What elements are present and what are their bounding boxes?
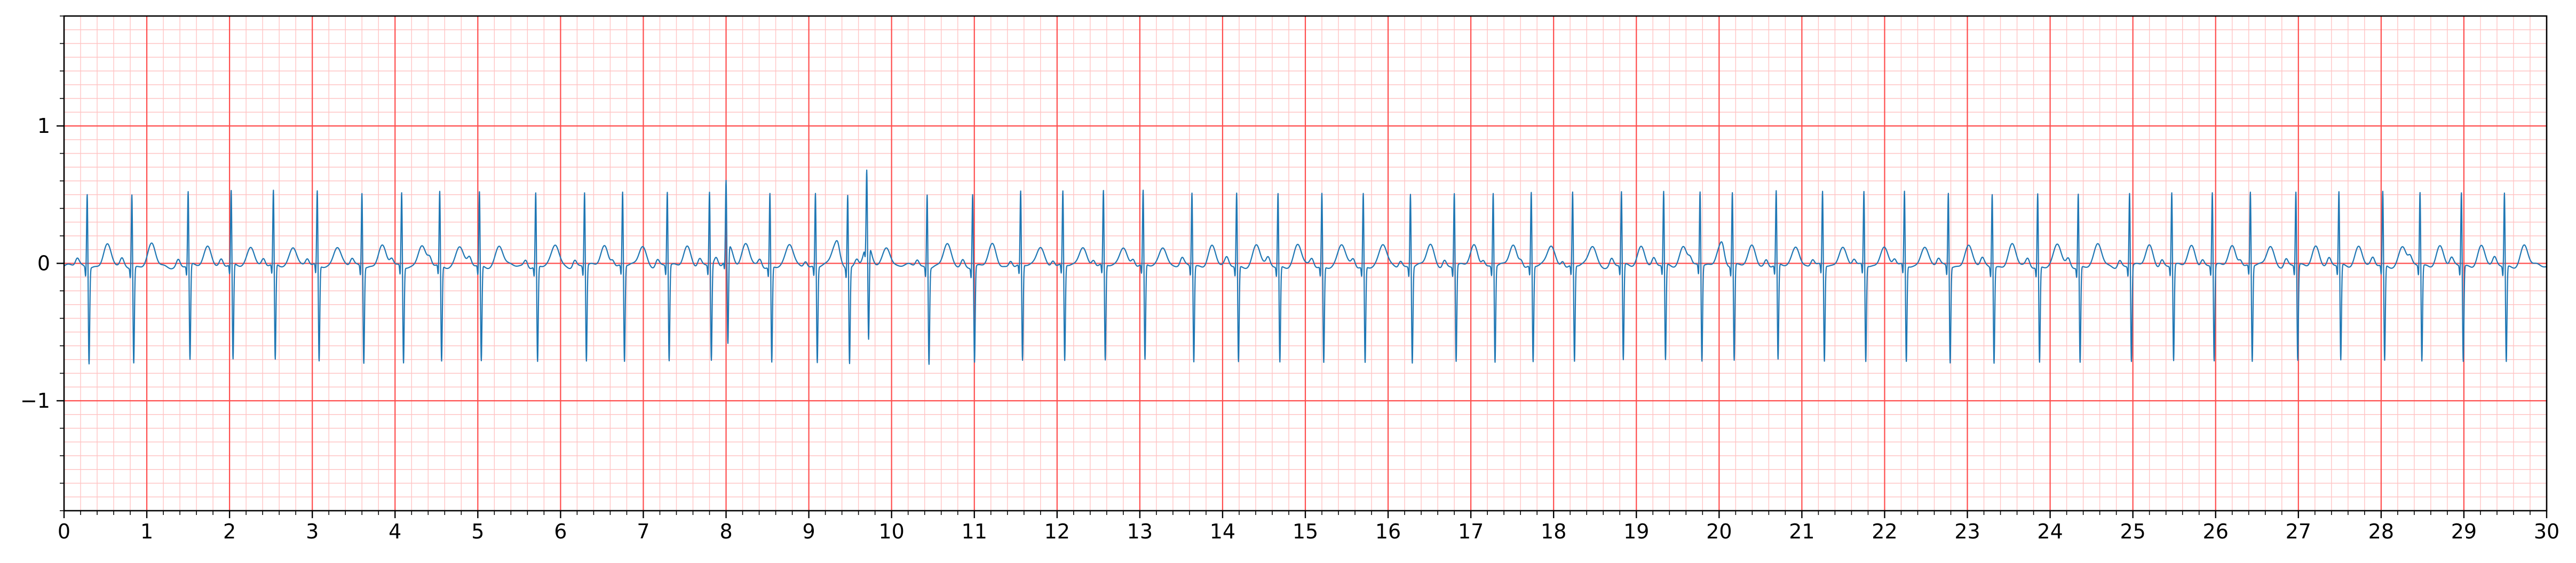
ecg-trace-layer: [64, 169, 2547, 365]
x-tick-label: 30: [2534, 520, 2559, 543]
x-tick-label: 17: [1458, 520, 1484, 543]
y-tick-label: 1: [37, 114, 50, 138]
y-tick-label: 0: [37, 252, 50, 275]
x-tick-label: 8: [719, 520, 732, 543]
x-axis-ticks: 0 1 2 3 4 5 6 7 8 9 10 11 12 13 14 15 16 17 18 19 20 21 22 23 24…: [58, 511, 2559, 543]
x-tick-label: 27: [2286, 520, 2311, 543]
x-tick-label: 24: [2037, 520, 2063, 543]
x-tick-label: 22: [1872, 520, 1897, 543]
x-tick-label: 9: [803, 520, 815, 543]
x-tick-label: 0: [58, 520, 70, 543]
x-tick-label: 6: [554, 520, 567, 543]
x-tick-label: 10: [878, 520, 904, 543]
x-tick-label: 14: [1210, 520, 1235, 543]
x-tick-label: 26: [2203, 520, 2229, 543]
x-tick-label: 12: [1044, 520, 1070, 543]
x-tick-label: 25: [2120, 520, 2145, 543]
x-tick-label: 3: [306, 520, 319, 543]
x-tick-label: 18: [1541, 520, 1566, 543]
x-tick-label: 5: [471, 520, 484, 543]
x-tick-label: 20: [1706, 520, 1732, 543]
x-tick-label: 13: [1127, 520, 1153, 543]
x-tick-label: 1: [140, 520, 153, 543]
x-tick-label: 11: [962, 520, 987, 543]
x-tick-label: 19: [1623, 520, 1649, 543]
major-grid: [63, 16, 2548, 511]
x-tick-label: 29: [2451, 520, 2477, 543]
x-tick-label: 2: [223, 520, 236, 543]
y-axis-ticks: −1 0 1: [20, 15, 64, 511]
x-tick-label: 28: [2368, 520, 2394, 543]
x-tick-label: 21: [1789, 520, 1814, 543]
x-tick-label: 15: [1293, 520, 1318, 543]
y-tick-label: −1: [20, 389, 50, 413]
x-tick-label: 4: [389, 520, 401, 543]
x-tick-label: 23: [1954, 520, 1980, 543]
x-tick-label: 16: [1375, 520, 1401, 543]
ecg-trace-line: [64, 169, 2547, 365]
x-tick-label: 7: [637, 520, 649, 543]
